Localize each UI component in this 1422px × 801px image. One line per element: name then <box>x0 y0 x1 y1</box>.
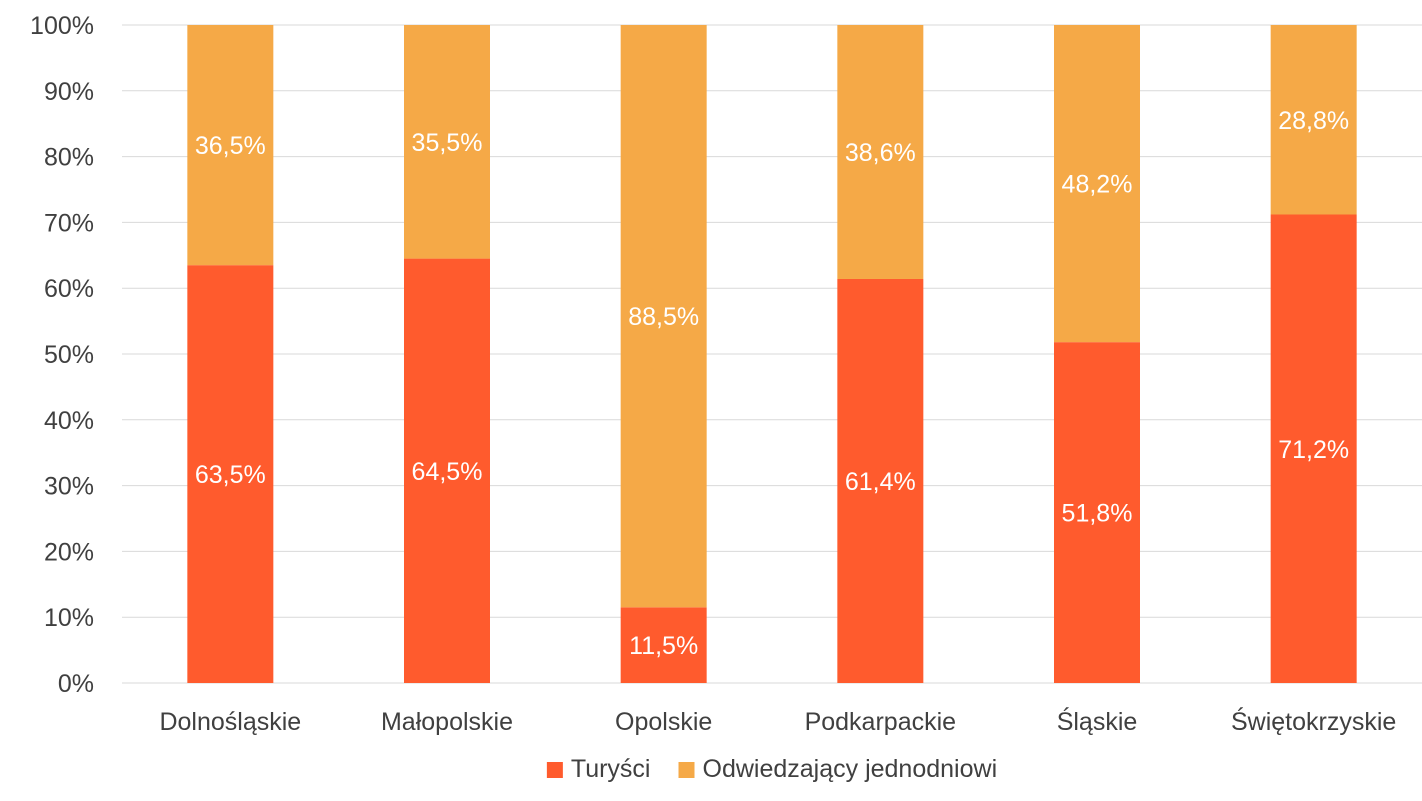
y-tick-label: 90% <box>44 78 94 106</box>
legend-item: Odwiedzający jednodniowi <box>678 755 998 783</box>
bar-segment <box>1270 214 1357 683</box>
data-label: 36,5% <box>195 132 266 160</box>
data-label: 28,8% <box>1278 107 1349 135</box>
category-label: Świętokrzyskie <box>1231 706 1396 736</box>
legend-label: Odwiedzający jednodniowi <box>703 755 998 783</box>
bar-segment <box>1054 25 1140 343</box>
data-label: 64,5% <box>412 458 483 486</box>
data-label: 48,2% <box>1062 171 1133 199</box>
data-label: 11,5% <box>629 632 698 660</box>
y-tick-label: 60% <box>44 275 94 303</box>
data-label: 61,4% <box>845 468 916 496</box>
legend: Turyści Odwiedzający jednodniowi <box>546 755 998 783</box>
data-label: 63,5% <box>195 461 266 489</box>
data-label: 35,5% <box>412 129 483 157</box>
y-tick-label: 100% <box>30 12 94 40</box>
bar-segment <box>187 265 274 683</box>
bar-segment <box>837 25 924 279</box>
y-tick-label: 70% <box>44 209 94 237</box>
data-label: 71,2% <box>1278 436 1349 464</box>
category-label: Małopolskie <box>381 708 513 736</box>
data-labels: 63,5% 36,5% 64,5% 35,5% 11,5% 88,5% 61,4% 38,6%… <box>195 107 1349 660</box>
category-label: Podkarpackie <box>805 708 956 736</box>
category-label: Opolskie <box>615 708 712 736</box>
bar-segment <box>1054 342 1140 683</box>
category-label: Śląskie <box>1057 706 1138 736</box>
legend-swatch <box>678 762 695 778</box>
y-tick-label: 40% <box>44 407 94 435</box>
bar-segment <box>620 25 707 608</box>
bar-segment <box>404 25 490 259</box>
y-tick-label: 0% <box>58 670 94 698</box>
legend-label: Turyści <box>571 755 651 783</box>
bar-segment <box>837 278 924 683</box>
category-label: Dolnośląskie <box>159 708 301 736</box>
y-tick-label: 30% <box>44 473 94 501</box>
data-label: 38,6% <box>845 139 916 167</box>
legend-swatch <box>546 762 563 778</box>
y-tick-label: 20% <box>44 538 94 566</box>
data-label: 88,5% <box>628 303 699 331</box>
y-axis-tick-labels: 0% 10% 20% 30% 40% 50% 60% 70% 80% 90% 100% <box>30 12 94 698</box>
y-tick-label: 10% <box>44 604 94 632</box>
data-label: 51,8% <box>1062 500 1133 528</box>
bar-segment <box>1270 25 1357 215</box>
bar-segment <box>620 607 707 683</box>
legend-item: Turyści <box>546 755 651 783</box>
bar-segment <box>187 25 274 266</box>
bar-segment <box>404 258 490 683</box>
gridlines <box>122 24 1422 684</box>
y-tick-label: 80% <box>44 144 94 172</box>
bars <box>187 25 1357 683</box>
y-tick-label: 50% <box>44 341 94 369</box>
x-axis-category-labels: Dolnośląskie Małopolskie Opolskie Podkarpac… <box>159 706 1396 736</box>
